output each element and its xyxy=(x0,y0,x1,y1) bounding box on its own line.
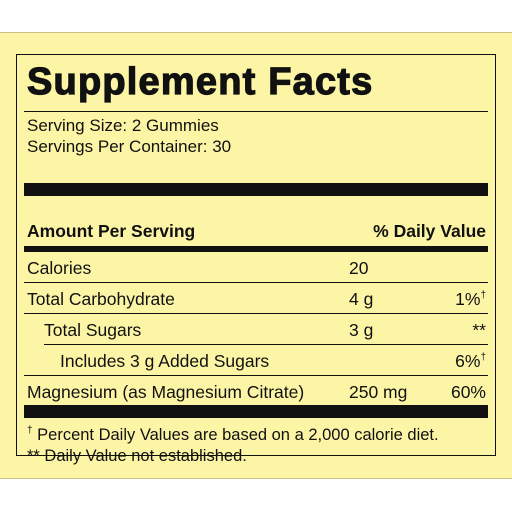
nutrient-daily-value: 1%† xyxy=(455,289,486,309)
thick-divider-bottom xyxy=(24,405,488,418)
row-divider xyxy=(24,375,488,376)
nutrient-amount: 3 g xyxy=(349,320,374,340)
panel-title: Supplement Facts xyxy=(26,60,374,103)
nutrient-amount: 4 g xyxy=(349,289,374,309)
row-divider xyxy=(44,344,488,345)
label-background: Supplement Facts Serving Size: 2 Gummies… xyxy=(0,32,512,479)
nutrient-row-total-sugars: Total Sugars 3 g ** xyxy=(24,314,488,345)
nutrient-row-added-sugars: Includes 3 g Added Sugars 6%† xyxy=(24,345,488,376)
nutrient-row-total-carbohydrate: Total Carbohydrate 4 g 1%† xyxy=(24,283,488,314)
nutrient-name: Total Carbohydrate xyxy=(27,289,175,309)
nutrient-daily-value: 6%† xyxy=(455,351,486,371)
nutrient-amount: 20 xyxy=(349,258,369,278)
supplement-facts-panel: Supplement Facts Serving Size: 2 Gummies… xyxy=(16,54,496,465)
row-divider xyxy=(24,313,488,314)
row-divider xyxy=(24,282,488,283)
nutrient-amount: 250 mg xyxy=(349,382,408,402)
nutrient-row-magnesium: Magnesium (as Magnesium Citrate) 250 mg … xyxy=(24,376,488,405)
nutrient-row-calories: Calories 20 xyxy=(24,252,488,283)
nutrient-name: Magnesium (as Magnesium Citrate) xyxy=(27,382,305,402)
serving-size: Serving Size: 2 Gummies xyxy=(27,116,219,135)
nutrient-name: Calories xyxy=(27,258,92,278)
nutrient-daily-value: ** xyxy=(472,320,486,340)
nutrient-name: Includes 3 g Added Sugars xyxy=(60,351,270,371)
dagger-mark: † xyxy=(480,352,486,363)
thick-divider-top xyxy=(24,183,488,196)
nutrient-name: Total Sugars xyxy=(44,320,142,340)
amount-per-serving-header: Amount Per Serving xyxy=(27,221,196,241)
title-divider xyxy=(24,111,488,112)
servings-per-container: Servings Per Container: 30 xyxy=(27,137,232,156)
daily-value-header: % Daily Value xyxy=(373,221,486,241)
header-divider xyxy=(24,246,488,252)
dagger-mark: † xyxy=(27,425,33,436)
footnote-daily-values: † Percent Daily Values are based on a 2,… xyxy=(27,425,439,445)
nutrient-daily-value: 60% xyxy=(450,382,486,402)
dagger-mark: † xyxy=(480,290,486,301)
footnote-not-established: ** Daily Value not established. xyxy=(27,447,247,465)
